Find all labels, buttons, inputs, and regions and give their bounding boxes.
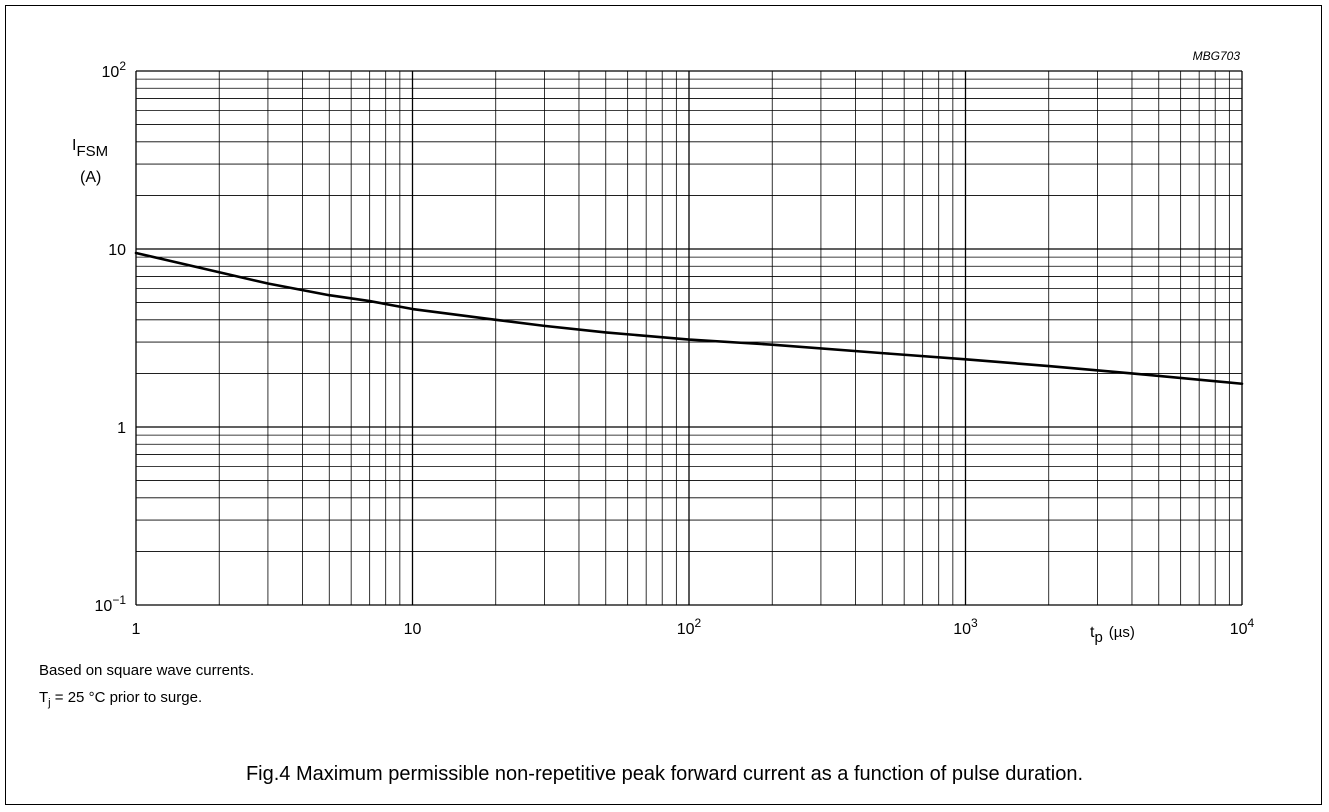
figure-frame [5, 5, 1322, 805]
tick-labels: 1 10 102 103 104 10−1 1 10 102 [95, 59, 1255, 638]
x-tick-label: 10 [404, 621, 422, 638]
y-axis-label-sub: FSM [76, 143, 108, 160]
plot-series [134, 251, 1244, 386]
x-axis-label-unit: (µs) [1109, 624, 1135, 641]
y-axis-label: IFSM [72, 137, 108, 160]
x-tick-label: 104 [1230, 616, 1255, 638]
y-tick-label: 1 [117, 420, 126, 437]
y-tick-label: 10−1 [95, 593, 127, 615]
note-temp-subscript: j [48, 697, 51, 709]
grid-major [135, 70, 1243, 606]
figure-caption: Fig.4 Maximum permissible non-repetitive… [245, 763, 1084, 785]
x-tick-label: 103 [953, 616, 978, 638]
series-line-0 [134, 251, 1244, 386]
x-tick-label: 1 [132, 621, 141, 638]
y-tick-label: 102 [102, 59, 127, 81]
y-axis-label-main: I [72, 137, 76, 154]
note-junction-temp: Tj = 25 °C prior to surge. [39, 689, 202, 709]
x-axis-label-main: t [1090, 624, 1095, 641]
x-axis-label-sub: p [1094, 629, 1102, 646]
x-tick-label: 102 [677, 616, 702, 638]
figure-code: MBG703 [1193, 49, 1241, 63]
y-tick-label: 10 [108, 242, 126, 259]
y-axis-unit: (A) [80, 169, 101, 186]
x-axis-label: tp (µs) [1090, 624, 1135, 646]
note-temp-text: = 25 °C prior to surge. [50, 689, 203, 706]
note-temp-symbol: T [39, 689, 49, 706]
note-square-wave: Based on square wave currents. [39, 662, 255, 679]
